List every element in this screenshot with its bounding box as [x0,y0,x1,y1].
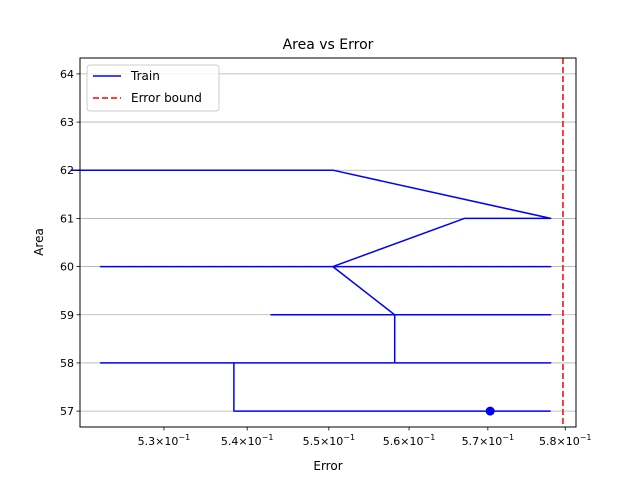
x-axis-ticks: 5.3×10−1 5.4×10−1 5.5×10−1 5.6×10−1 5.7×10−1… [138,427,592,448]
y-tick-label: 63 [60,116,74,129]
series-line-train [70,169,552,412]
legend-error-bound-label: Error bound [131,91,202,105]
plot-background [80,58,576,427]
x-axis-label: Error [313,459,342,473]
x-tick-label: 5.3×10−1 [138,433,191,448]
x-tick-label: 5.6×10−1 [383,433,436,448]
y-tick-label: 61 [60,212,74,225]
x-tick-label: 5.8×10−1 [539,433,592,448]
y-axis-label: Area [32,228,46,256]
y-tick-label: 58 [60,357,74,370]
y-tick-label: 60 [60,261,74,274]
legend: Train Error bound [86,64,220,112]
chart-title: Area vs Error [283,37,374,53]
plot-frame [79,57,577,428]
y-axis-ticks: 57 58 59 60 61 62 63 64 [60,68,80,418]
y-tick-label: 59 [60,309,74,322]
legend-train-label: Train [130,69,160,83]
series-layer [70,169,552,416]
y-tick-label: 57 [60,405,74,418]
x-tick-label: 5.7×10−1 [462,433,515,448]
y-tick-label: 62 [60,164,74,177]
x-tick-label: 5.5×10−1 [303,433,356,448]
series-marker-train [485,406,495,416]
x-tick-label: 5.4×10−1 [221,433,274,448]
y-tick-label: 64 [60,68,74,81]
